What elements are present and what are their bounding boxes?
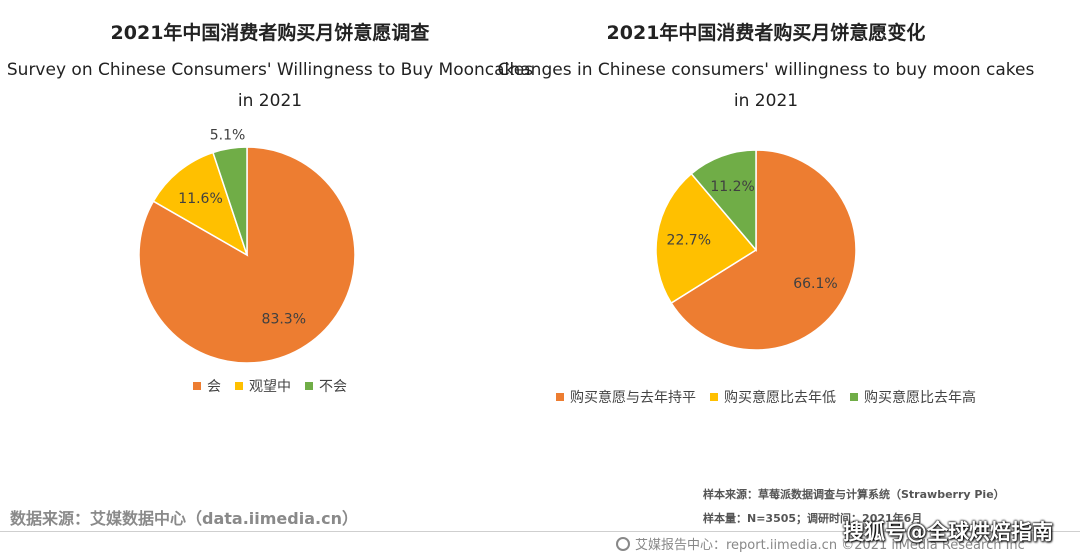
legend-swatch: [710, 393, 718, 401]
chart-legend: 购买意愿与去年持平 购买意愿比去年低 购买意愿比去年高: [496, 387, 1036, 407]
chart-panel-left: 2021年中国消费者购买月饼意愿调查 Survey on Chinese Con…: [0, 0, 540, 470]
legend-entry: 不会: [305, 376, 347, 396]
data-label: 22.7%: [667, 233, 711, 249]
sample-source-note: 样本来源：草莓派数据调查与计算系统（Strawberry Pie）: [703, 488, 1005, 501]
pie-slice: [670, 149, 857, 351]
legend-entry: 购买意愿比去年低: [710, 387, 836, 407]
data-label: 11.2%: [710, 179, 754, 195]
legend-label: 不会: [319, 379, 347, 395]
pie-slice: [212, 146, 248, 256]
chart-title-en: Changes in Chinese consumers' willingnes…: [497, 60, 1035, 111]
chart-legend: 会 观望中 不会: [0, 376, 540, 396]
legend-swatch: [305, 382, 313, 390]
iimedia-logo-icon: [616, 536, 630, 551]
legend-entry: 购买意愿与去年持平: [556, 387, 696, 407]
sample-size-note: 样本量：N=3505；调研时间：2021年6月: [703, 512, 923, 525]
legend-label: 会: [207, 379, 221, 395]
pie-slice: [152, 151, 249, 257]
data-label: 83.3%: [262, 312, 306, 328]
pie-slice: [690, 149, 757, 253]
chart-title-en: Survey on Chinese Consumers' Willingness…: [6, 60, 534, 111]
legend-swatch: [556, 393, 564, 401]
legend-label: 购买意愿比去年高: [864, 390, 976, 406]
legend-label: 购买意愿与去年持平: [570, 390, 696, 406]
legend-entry: 购买意愿比去年高: [850, 387, 976, 407]
legend-swatch: [850, 393, 858, 401]
legend-swatch: [193, 382, 201, 390]
legend-entry: 会: [193, 376, 221, 396]
footer-credit: 艾媒报告中心：report.iimedia.cn ©2021 iiMedia R…: [616, 534, 1025, 553]
legend-label: 购买意愿比去年低: [724, 390, 836, 406]
footer-credit-text: 艾媒报告中心：report.iimedia.cn ©2021 iiMedia R…: [635, 538, 1025, 553]
legend-label: 观望中: [249, 379, 291, 395]
pie-chart-willingness: 83.3% 11.6% 5.1%: [138, 128, 356, 364]
chart-panel-right: 2021年中国消费者购买月饼意愿变化 Changes in Chinese co…: [496, 0, 1036, 470]
data-label: 66.1%: [793, 276, 837, 292]
pie-slice: [655, 172, 758, 305]
footer-divider: [0, 531, 1080, 532]
legend-entry: 观望中: [235, 376, 291, 396]
data-source-note: 数据来源：艾媒数据中心（data.iimedia.cn）: [10, 509, 358, 528]
legend-swatch: [235, 382, 243, 390]
pie-chart-willingness-change: 66.1% 22.7% 11.2%: [655, 149, 857, 351]
chart-title-cn: 2021年中国消费者购买月饼意愿变化: [606, 22, 926, 44]
chart-title-cn: 2021年中国消费者购买月饼意愿调查: [110, 22, 430, 44]
data-label: 5.1%: [210, 128, 246, 144]
data-label: 11.6%: [178, 191, 222, 207]
watermark: 搜狐号@全球烘焙指南: [843, 520, 1053, 544]
